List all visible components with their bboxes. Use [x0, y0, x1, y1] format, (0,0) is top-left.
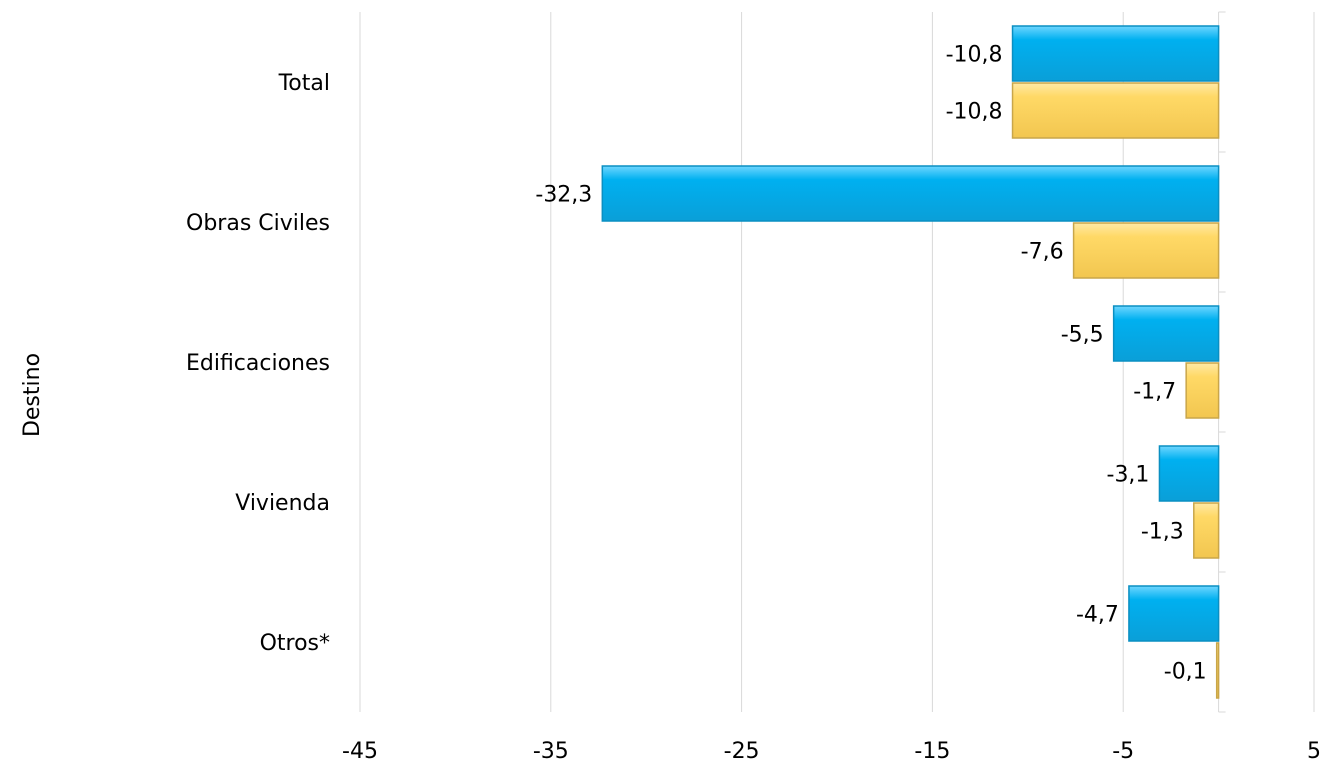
bar	[1185, 362, 1220, 419]
data-label: -4,7	[1076, 603, 1119, 628]
bar	[601, 165, 1220, 222]
data-label: -3,1	[1107, 463, 1150, 488]
data-label: -1,3	[1141, 520, 1184, 545]
bar	[1193, 502, 1220, 559]
x-tick-label: -15	[914, 739, 950, 764]
data-labels: -10,8 -10,8 -32,3 -7,6 -5,5 -1,7 -3,1 -1,3 -4,7 -…	[535, 43, 1206, 685]
x-tick-label: -45	[342, 739, 378, 764]
x-tick-label: -35	[533, 739, 569, 764]
bar	[1011, 82, 1220, 139]
bar	[1215, 642, 1220, 699]
data-label: -10,8	[946, 100, 1003, 125]
x-tick-labels: -45 -35 -25 -15 -5 5	[342, 739, 1320, 764]
x-tick-label: 5	[1307, 739, 1320, 764]
bar	[1112, 305, 1220, 362]
category-label: Obras Civiles	[186, 211, 330, 236]
data-label: -10,8	[946, 43, 1003, 68]
category-label: Otros*	[260, 631, 330, 656]
bars	[601, 25, 1220, 699]
category-axis	[1218, 11, 1226, 713]
x-tick-label: -5	[1112, 739, 1134, 764]
y-axis-title: Destino	[20, 353, 45, 437]
category-label: Edificaciones	[186, 351, 330, 376]
data-label: -7,6	[1021, 240, 1064, 265]
category-label: Vivienda	[235, 491, 330, 516]
data-label: -32,3	[535, 183, 592, 208]
bar	[1011, 25, 1220, 82]
category-labels: Total Obras Civiles Edificaciones Vivienda O…	[186, 71, 330, 656]
data-label: -1,7	[1133, 380, 1176, 405]
bar	[1158, 445, 1220, 502]
x-tick-label: -25	[724, 739, 760, 764]
category-label: Total	[278, 71, 330, 96]
bar	[1128, 585, 1220, 642]
data-label: -5,5	[1061, 323, 1104, 348]
bar	[1072, 222, 1220, 279]
data-label: -0,1	[1164, 660, 1207, 685]
